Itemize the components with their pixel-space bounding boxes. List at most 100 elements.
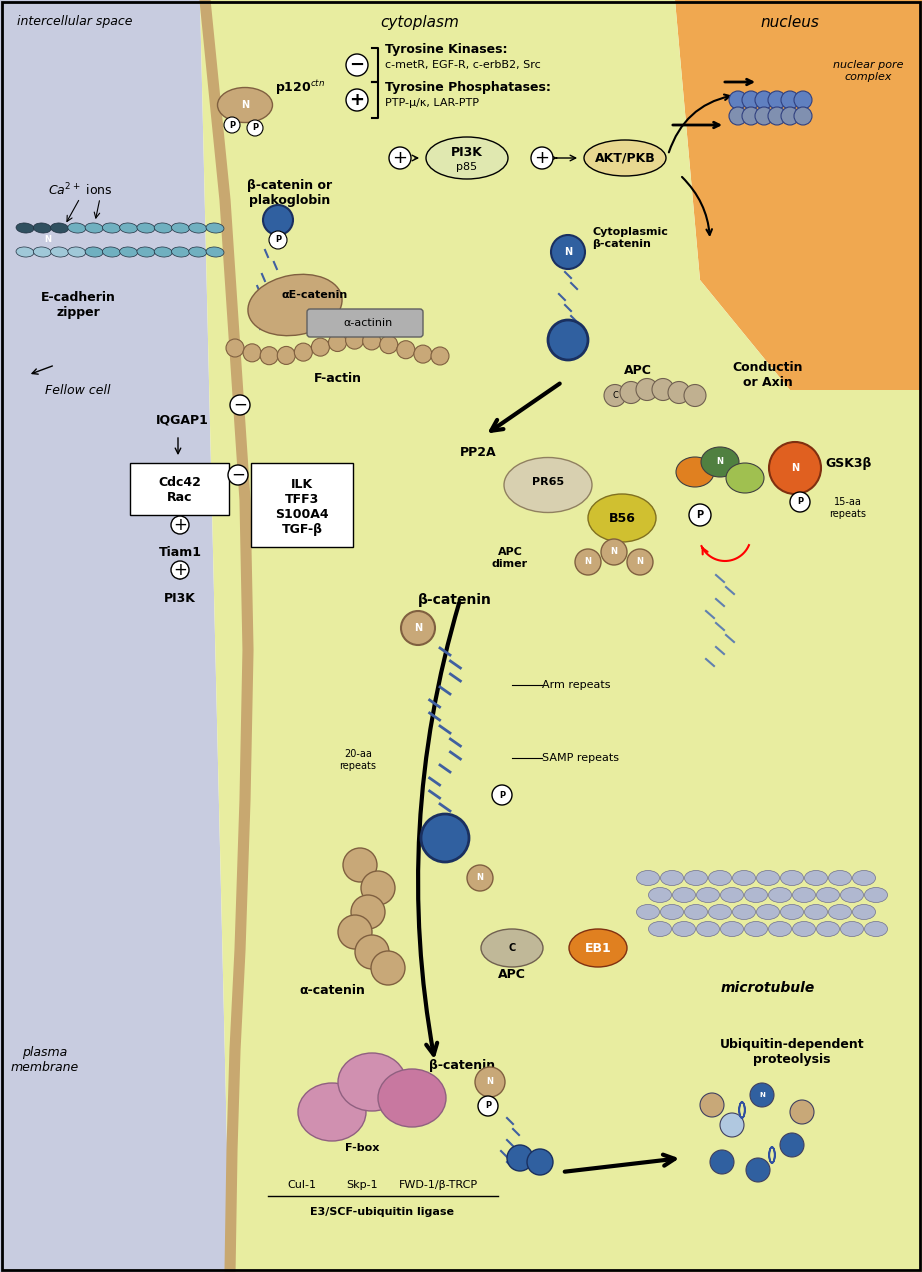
- Text: Skp-1: Skp-1: [346, 1180, 378, 1191]
- Ellipse shape: [696, 888, 719, 903]
- Text: P: P: [275, 235, 281, 244]
- Text: APC: APC: [624, 364, 652, 377]
- Circle shape: [790, 1100, 814, 1124]
- Ellipse shape: [636, 904, 659, 920]
- Ellipse shape: [756, 904, 779, 920]
- Text: N: N: [759, 1091, 765, 1098]
- Text: P: P: [252, 123, 258, 132]
- Circle shape: [343, 848, 377, 881]
- Circle shape: [601, 539, 627, 565]
- Ellipse shape: [817, 888, 840, 903]
- Text: F-actin: F-actin: [314, 371, 362, 384]
- Ellipse shape: [481, 929, 543, 967]
- Ellipse shape: [154, 247, 172, 257]
- Ellipse shape: [696, 921, 719, 936]
- Text: α-catenin: α-catenin: [299, 983, 365, 996]
- Text: N: N: [477, 874, 483, 883]
- Ellipse shape: [672, 921, 695, 936]
- Text: ILK
TFF3
S100A4
TGF-β: ILK TFF3 S100A4 TGF-β: [275, 478, 329, 536]
- Ellipse shape: [171, 247, 189, 257]
- Circle shape: [742, 107, 760, 125]
- Circle shape: [346, 89, 368, 111]
- Ellipse shape: [154, 223, 172, 233]
- Text: C: C: [508, 943, 515, 953]
- Ellipse shape: [51, 247, 68, 257]
- Circle shape: [794, 92, 812, 109]
- Circle shape: [346, 53, 368, 76]
- Circle shape: [769, 441, 821, 494]
- Text: +: +: [173, 516, 187, 534]
- Ellipse shape: [206, 247, 224, 257]
- Text: −: −: [231, 466, 245, 485]
- Circle shape: [729, 92, 747, 109]
- Text: c-metR, EGF-R, c-erbB2, Src: c-metR, EGF-R, c-erbB2, Src: [385, 60, 540, 70]
- Ellipse shape: [102, 247, 121, 257]
- Circle shape: [338, 915, 372, 949]
- Polygon shape: [200, 0, 922, 1272]
- FancyBboxPatch shape: [307, 309, 423, 337]
- Ellipse shape: [189, 223, 207, 233]
- Ellipse shape: [68, 223, 86, 233]
- Ellipse shape: [720, 921, 743, 936]
- Text: N: N: [610, 547, 618, 557]
- Ellipse shape: [584, 140, 666, 176]
- Text: +: +: [173, 561, 187, 579]
- Ellipse shape: [865, 888, 888, 903]
- Circle shape: [171, 561, 189, 579]
- Circle shape: [380, 336, 397, 354]
- Circle shape: [575, 550, 601, 575]
- Ellipse shape: [33, 223, 52, 233]
- Ellipse shape: [676, 457, 714, 487]
- Text: N: N: [585, 557, 592, 566]
- Circle shape: [790, 492, 810, 513]
- Circle shape: [620, 382, 642, 403]
- Circle shape: [361, 871, 395, 904]
- Circle shape: [475, 1067, 505, 1096]
- Text: N: N: [241, 100, 249, 109]
- Ellipse shape: [16, 223, 34, 233]
- Ellipse shape: [701, 446, 739, 477]
- Circle shape: [389, 148, 411, 169]
- Ellipse shape: [120, 247, 137, 257]
- Ellipse shape: [33, 247, 52, 257]
- Ellipse shape: [51, 223, 68, 233]
- Ellipse shape: [206, 223, 224, 233]
- Circle shape: [467, 865, 493, 890]
- Text: plasma
membrane: plasma membrane: [11, 1046, 79, 1074]
- Text: E3/SCF-ubiquitin ligase: E3/SCF-ubiquitin ligase: [310, 1207, 454, 1217]
- Ellipse shape: [660, 870, 683, 885]
- Text: PR65: PR65: [532, 477, 564, 487]
- Text: E-cadherin
zipper: E-cadherin zipper: [41, 291, 115, 319]
- Circle shape: [750, 1082, 774, 1107]
- Text: Tyrosine Phosphatases:: Tyrosine Phosphatases:: [385, 81, 550, 94]
- Text: Conductin
or Axin: Conductin or Axin: [733, 361, 803, 389]
- Circle shape: [351, 895, 385, 929]
- FancyBboxPatch shape: [130, 463, 229, 515]
- Text: P: P: [696, 510, 703, 520]
- Text: N: N: [791, 463, 799, 473]
- Text: F-box: F-box: [345, 1144, 379, 1152]
- Circle shape: [294, 343, 313, 361]
- Ellipse shape: [829, 904, 852, 920]
- Text: αE-catenin: αE-catenin: [282, 290, 349, 300]
- Circle shape: [527, 1149, 553, 1175]
- Text: P: P: [499, 790, 505, 800]
- Ellipse shape: [660, 904, 683, 920]
- Ellipse shape: [805, 870, 828, 885]
- Text: $Ca^{2+}$ ions: $Ca^{2+}$ ions: [48, 182, 112, 198]
- Ellipse shape: [426, 137, 508, 179]
- Ellipse shape: [756, 870, 779, 885]
- Circle shape: [492, 785, 512, 805]
- Text: microtubule: microtubule: [721, 981, 815, 995]
- Ellipse shape: [378, 1068, 446, 1127]
- Text: P: P: [797, 497, 803, 506]
- Ellipse shape: [726, 463, 764, 494]
- Text: FWD-1/β-TRCP: FWD-1/β-TRCP: [398, 1180, 478, 1191]
- Text: Cdc42
Rac: Cdc42 Rac: [159, 476, 201, 504]
- Circle shape: [371, 951, 405, 985]
- Polygon shape: [0, 0, 230, 1272]
- Circle shape: [604, 384, 626, 407]
- Text: AKT/PKB: AKT/PKB: [595, 151, 656, 164]
- Circle shape: [312, 338, 329, 356]
- Circle shape: [689, 504, 711, 527]
